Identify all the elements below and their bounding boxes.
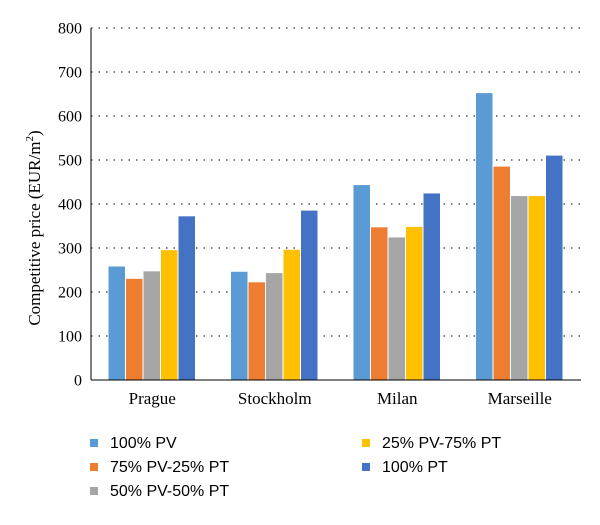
y-tick-label: 600 <box>58 109 82 126</box>
bar <box>266 273 283 380</box>
legend-swatch <box>90 463 98 471</box>
y-tick-label: 400 <box>58 197 82 214</box>
y-tick-label: 700 <box>58 65 82 82</box>
bar <box>231 271 248 380</box>
bar <box>143 271 160 380</box>
y-tick-label: 800 <box>58 21 82 38</box>
bar <box>528 196 545 380</box>
bar <box>406 226 423 380</box>
x-tick-label: Milan <box>377 389 418 408</box>
bar <box>546 155 563 380</box>
bar <box>511 196 528 380</box>
bar <box>178 216 195 380</box>
bars <box>108 93 563 381</box>
bar <box>353 185 370 380</box>
legend-swatch <box>90 487 98 495</box>
y-axis-title: Competitive price (EUR/m2) <box>24 130 44 325</box>
y-axis-title-sup: 2 <box>24 136 36 142</box>
legend: 100% PV 75% PV-25% PT 50% PV-50% PT 25% PV-… <box>90 435 501 500</box>
y-tick-label: 200 <box>58 285 82 302</box>
bar <box>248 282 265 380</box>
legend-label: 50% PV-50% PT <box>110 483 229 500</box>
y-axis-ticks: 0 100 200 300 400 500 600 700 800 <box>58 21 82 390</box>
y-axis-title-text: Competitive price (EUR/m <box>25 142 44 326</box>
legend-label: 100% PT <box>382 459 448 476</box>
bar <box>493 166 510 380</box>
legend-swatch <box>362 439 370 447</box>
bar <box>301 210 318 380</box>
x-tick-label: Marseille <box>488 389 552 408</box>
svg-text:Competitive price (EUR/m2): Competitive price (EUR/m2) <box>24 130 44 325</box>
y-tick-label: 500 <box>58 153 82 170</box>
legend-label: 75% PV-25% PT <box>110 459 229 476</box>
y-tick-label: 0 <box>74 373 82 390</box>
bar <box>388 237 405 380</box>
x-tick-label: Stockholm <box>238 389 312 408</box>
bar <box>108 266 125 380</box>
y-axis-title-suffix: ) <box>25 130 44 136</box>
bar <box>161 250 178 380</box>
bar <box>476 93 493 381</box>
legend-label: 25% PV-75% PT <box>382 435 501 452</box>
bar <box>371 227 388 380</box>
axes <box>90 28 581 381</box>
x-tick-label: Prague <box>129 389 176 408</box>
bar <box>126 278 143 380</box>
bar <box>283 249 300 380</box>
bar <box>423 193 440 380</box>
y-tick-label: 100 <box>58 329 82 346</box>
legend-swatch <box>362 463 370 471</box>
legend-swatch <box>90 439 98 447</box>
x-axis-labels: Prague Stockholm Milan Marseille <box>129 389 552 408</box>
y-tick-label: 300 <box>58 241 82 258</box>
legend-label: 100% PV <box>110 435 177 452</box>
